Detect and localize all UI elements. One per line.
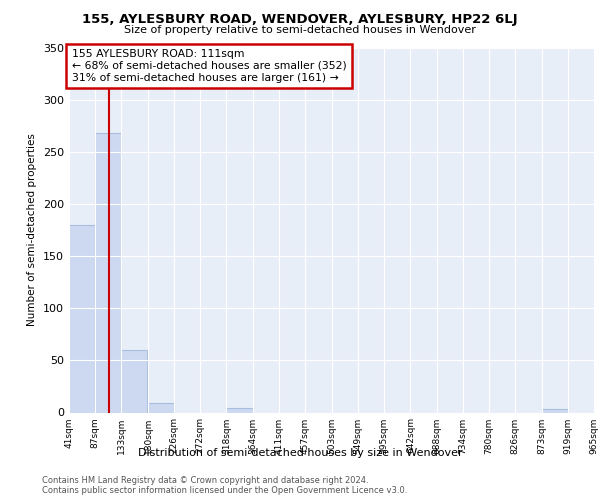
Text: 155, AYLESBURY ROAD, WENDOVER, AYLESBURY, HP22 6LJ: 155, AYLESBURY ROAD, WENDOVER, AYLESBURY… [82,12,518,26]
Bar [542,410,568,412]
Bar [121,350,148,412]
Text: Contains HM Land Registry data © Crown copyright and database right 2024.: Contains HM Land Registry data © Crown c… [42,476,368,485]
Text: 155 AYLESBURY ROAD: 111sqm
← 68% of semi-detached houses are smaller (352)
31% o: 155 AYLESBURY ROAD: 111sqm ← 68% of semi… [71,50,346,82]
Y-axis label: Number of semi-detached properties: Number of semi-detached properties [28,134,37,326]
Text: Contains public sector information licensed under the Open Government Licence v3: Contains public sector information licen… [42,486,407,495]
Bar [148,403,174,412]
Bar [69,225,95,412]
Text: Size of property relative to semi-detached houses in Wendover: Size of property relative to semi-detach… [124,25,476,35]
Text: Distribution of semi-detached houses by size in Wendover: Distribution of semi-detached houses by … [137,448,463,458]
Bar [226,408,253,412]
Bar [95,133,121,412]
